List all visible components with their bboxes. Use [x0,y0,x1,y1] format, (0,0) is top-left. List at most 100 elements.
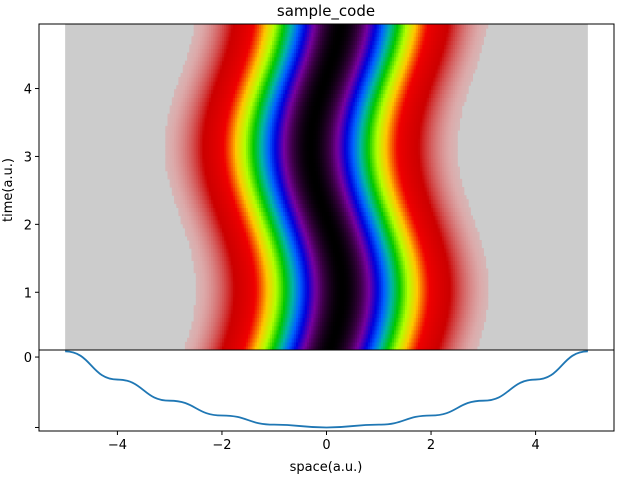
heatmap-cell [483,256,487,261]
heatmap-cell [285,292,288,298]
heatmap-cell [398,288,402,294]
heatmap-cell [365,260,369,266]
heatmap-cell [424,235,428,241]
heatmap-cell [465,292,469,298]
heatmap-cell [417,309,421,314]
heatmap-cell [289,260,293,266]
heatmap-cell [352,309,356,314]
heatmap-cell [359,321,362,327]
heatmap-cell [213,337,217,343]
heatmap-cell [200,329,203,335]
heatmap-cell [272,252,275,257]
heatmap-cell [330,272,334,278]
heatmap-cell [293,345,297,351]
heatmap-cell [431,280,434,286]
heatmap-cell [274,345,278,351]
heatmap-cell [463,284,467,290]
heatmap-cell [215,341,219,347]
heatmap-cell [374,260,378,266]
heatmap-cell [291,260,295,266]
heatmap-cell [450,337,454,343]
heatmap-cell [315,329,319,335]
heatmap-cell [400,280,404,286]
heatmap-cell [330,333,334,339]
heatmap-cell [417,276,421,282]
heatmap-cell [426,341,430,347]
heatmap-cell [404,297,408,302]
heatmap-cell [431,325,434,331]
heatmap-cell [193,341,197,347]
heatmap-cell [272,268,275,274]
heatmap-cell [346,268,349,274]
heatmap-cell [413,284,417,290]
heatmap-cell [258,313,262,318]
heatmap-cell [195,345,199,351]
heatmap-cell [411,280,415,286]
heatmap-cell [195,313,199,318]
heatmap-cell [224,276,227,282]
heatmap-cell [481,313,484,318]
heatmap-cell [472,345,476,351]
heatmap-cell [282,301,286,306]
heatmap-cell [431,248,434,253]
heatmap-cell [282,244,286,249]
heatmap-cell [276,280,280,286]
heatmap-cell [385,305,389,310]
heatmap-cell [389,288,393,294]
heatmap-cell [461,292,465,298]
heatmap-cell [306,305,310,310]
heatmap-cell [396,337,399,343]
heatmap-cell [224,301,227,306]
heatmap-cell [215,321,219,327]
heatmap-cell [435,345,439,351]
heatmap-cell [459,280,463,286]
heatmap-cell [483,309,487,314]
heatmap-cell [309,321,312,327]
heatmap-cell [346,325,349,331]
heatmap-cell [306,272,310,278]
heatmap-cell [198,235,201,241]
heatmap-cell [226,288,230,294]
heatmap-cell [226,309,230,314]
heatmap-cell [376,268,380,274]
heatmap-cell [407,317,410,323]
heatmap-cell [300,297,304,302]
heatmap-cell [302,239,306,245]
heatmap-cell [448,292,452,298]
heatmap-cell [213,317,217,323]
heatmap-cell [219,280,223,286]
heatmap-cell [433,297,436,302]
heatmap-cell [280,276,284,282]
heatmap-cell [348,260,352,266]
heatmap-cell [370,276,373,282]
heatmap-cell [195,297,199,302]
heatmap-cell [319,256,323,261]
heatmap-cell [187,337,190,343]
heatmap-cell [276,337,280,343]
heatmap-cell [455,280,458,286]
heatmap-cell [330,292,334,298]
heatmap-cell [267,321,271,327]
heatmap-cell [326,264,330,270]
heatmap-cell [293,325,297,331]
heatmap-cell [417,244,421,249]
heatmap-cell [394,317,397,323]
heatmap-cell [356,321,360,327]
heatmap-cell [193,264,197,270]
heatmap-cell [306,329,310,335]
heatmap-cell [243,276,247,282]
heatmap-cell [335,317,338,323]
heatmap-cell [241,333,245,339]
heatmap-cell [313,292,317,298]
heatmap-cell [481,288,484,294]
heatmap-cell [291,309,295,314]
heatmap-cell [367,252,371,257]
heatmap-cell [370,297,373,302]
heatmap-cell [211,309,214,314]
heatmap-cell [411,345,415,351]
heatmap-cell [411,235,415,241]
heatmap-cell [387,345,391,351]
heatmap-cell [287,325,291,331]
heatmap-cell [387,248,391,253]
heatmap-cell [274,329,278,335]
